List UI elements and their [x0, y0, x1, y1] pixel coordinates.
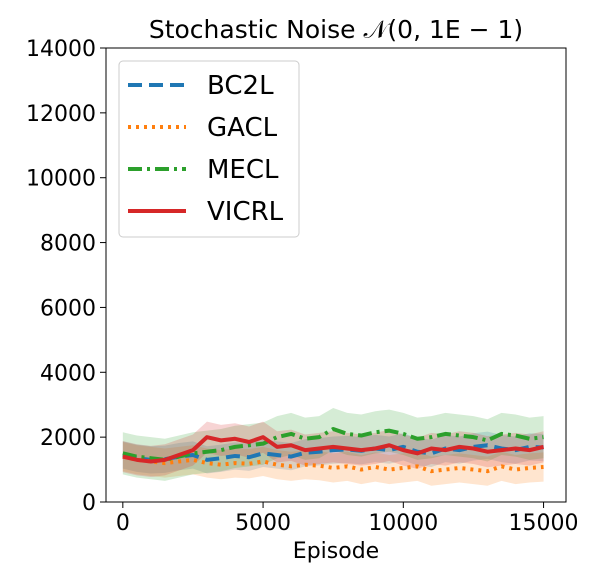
series-line-mecl — [122, 427, 544, 462]
plot-frame — [105, 47, 567, 503]
y-tick-label: 14000 — [26, 37, 96, 62]
x-axis-label: Episode — [293, 539, 379, 564]
y-tick-label: 2000 — [40, 426, 96, 451]
band-gacl — [122, 442, 544, 486]
x-axis-ticks: 0 5000 10000 15000 — [116, 502, 579, 536]
y-tick-label: 0 — [82, 491, 96, 516]
legend-box — [118, 60, 300, 238]
y-tick-label: 12000 — [26, 102, 96, 127]
legend-label-bc2l: BC2L — [207, 71, 274, 101]
y-tick-label: 6000 — [40, 296, 96, 321]
series-line-vicrl — [122, 435, 545, 464]
y-tick-label: 4000 — [40, 361, 96, 386]
y-axis-ticks: 0 2000 4000 6000 8000 10000 12000 14000 — [26, 37, 106, 516]
y-tick-label: 8000 — [40, 232, 96, 257]
series-line-bc2l — [122, 443, 544, 462]
x-tick-label: 0 — [116, 511, 130, 536]
chart-title: Stochastic Noise 𝒩(0, 1E − 1) — [149, 15, 523, 44]
legend-label-mecl: MECL — [207, 155, 279, 185]
series-lines — [122, 427, 545, 474]
legend-label-gacl: GACL — [207, 113, 278, 143]
x-tick-label: 15000 — [509, 511, 579, 536]
legend-label-vicrl: VICRL — [207, 197, 284, 227]
y-tick-label: 10000 — [26, 167, 96, 192]
x-tick-label: 10000 — [368, 511, 438, 536]
x-tick-label: 5000 — [235, 511, 291, 536]
legend: BC2L GACL MECL VICRL — [118, 60, 300, 238]
